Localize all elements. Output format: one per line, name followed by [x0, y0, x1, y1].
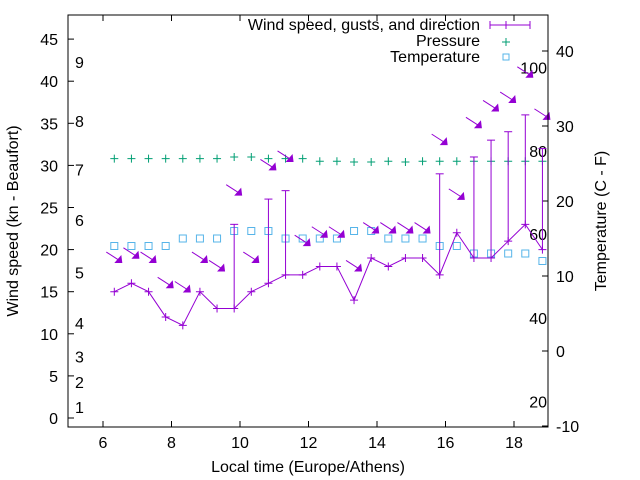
wind-series	[110, 114, 547, 330]
x-tick-label: 10	[231, 435, 249, 452]
fahrenheit-label: 60	[529, 227, 547, 244]
x-tick-label: 14	[368, 435, 386, 452]
beaufort-label: 7	[75, 163, 84, 180]
fahrenheit-label: 80	[529, 144, 547, 161]
legend-pressure-label: Pressure	[416, 33, 480, 50]
y-tick-label: 5	[49, 369, 58, 386]
x-tick-label: 12	[300, 435, 318, 452]
axes: 6 8 10 12 14 16 18051015202530354045-100102030…	[40, 15, 579, 452]
beaufort-label: 8	[75, 114, 84, 131]
y2-tick-label: 40	[556, 44, 574, 61]
fahrenheit-label: 100	[520, 61, 547, 78]
x-tick-label: 16	[437, 435, 455, 452]
beaufort-labels: 1 2 3 4 5 6 7 8 9	[75, 55, 84, 417]
temperature-marker-icon	[502, 53, 510, 61]
fahrenheit-label: 20	[529, 394, 547, 411]
legend-wind-label: Wind speed, gusts, and direction	[248, 17, 480, 34]
y-tick-label: 30	[40, 158, 58, 175]
legend-temperature-label: Temperature	[390, 49, 480, 66]
fahrenheit-label: 40	[529, 311, 547, 328]
beaufort-label: 2	[75, 375, 84, 392]
beaufort-label: 3	[75, 350, 84, 367]
y-tick-label: 25	[40, 201, 58, 218]
x-axis-label: Local time (Europe/Athens)	[211, 459, 405, 476]
y-tick-label: 0	[49, 411, 58, 428]
y-tick-label: 10	[40, 327, 58, 344]
y2-axis-label: Temperature (C - F)	[593, 151, 610, 291]
beaufort-label: 5	[75, 265, 84, 282]
beaufort-label: 6	[75, 213, 84, 230]
y-tick-label: 20	[40, 243, 58, 260]
y-tick-label: 40	[40, 74, 58, 91]
y-tick-label: 15	[40, 285, 58, 302]
y2-tick-label: 0	[556, 344, 565, 361]
pressure-series	[110, 152, 547, 167]
beaufort-label: 4	[75, 316, 84, 333]
y2-tick-label: 20	[556, 194, 574, 211]
legend: Wind speed, gusts, and direction Pressur…	[248, 17, 531, 66]
temperature-series	[110, 227, 547, 265]
wind-direction-arrows	[106, 66, 551, 293]
x-tick-label: 8	[167, 435, 176, 452]
y-tick-label: 35	[40, 116, 58, 133]
beaufort-label: 1	[75, 400, 84, 417]
y-axis-label: Wind speed (kn - Beaufort)	[5, 125, 22, 316]
y-tick-label: 45	[40, 32, 58, 49]
beaufort-label: 9	[75, 55, 84, 72]
pressure-marker-icon	[502, 38, 510, 46]
y2-tick-label: 30	[556, 119, 574, 136]
x-tick-label: 18	[505, 435, 523, 452]
y2-tick-label: 10	[556, 269, 574, 286]
x-tick-label: 6	[99, 435, 108, 452]
y2-tick-label: -10	[556, 419, 579, 436]
plot-frame	[67, 14, 549, 428]
